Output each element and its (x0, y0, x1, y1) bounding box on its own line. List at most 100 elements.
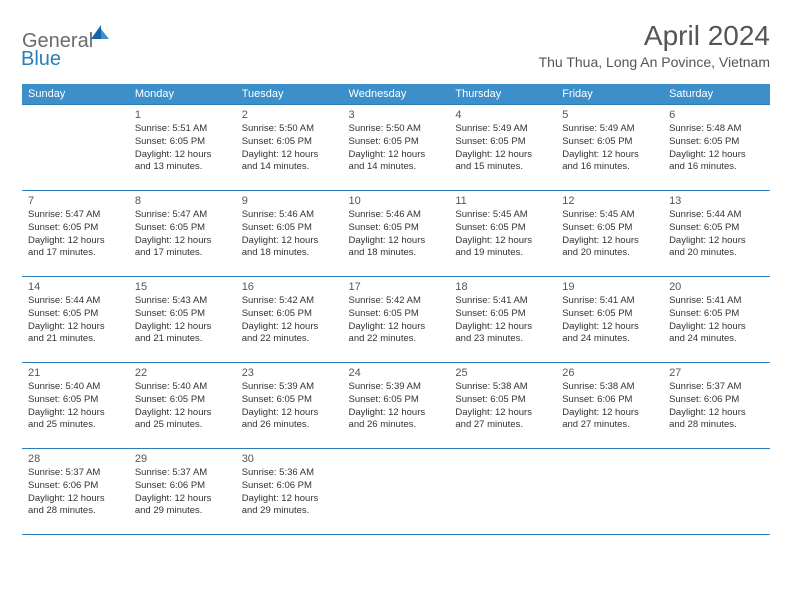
day-info: Sunrise: 5:43 AMSunset: 6:05 PMDaylight:… (135, 295, 230, 346)
day-cell: 17 Sunrise: 5:42 AMSunset: 6:05 PMDayligh… (343, 277, 450, 363)
day-number: 24 (349, 367, 444, 379)
day-info: Sunrise: 5:50 AMSunset: 6:05 PMDaylight:… (242, 123, 337, 174)
day-info: Sunrise: 5:47 AMSunset: 6:05 PMDaylight:… (135, 209, 230, 260)
day-cell: 30 Sunrise: 5:36 AMSunset: 6:06 PMDayligh… (236, 449, 343, 535)
day-number: 29 (135, 453, 230, 465)
week-row: 14 Sunrise: 5:44 AMSunset: 6:05 PMDayligh… (22, 277, 770, 363)
day-number: 25 (455, 367, 550, 379)
day-number: 27 (669, 367, 764, 379)
weekday-header: Sunday (22, 84, 129, 105)
day-cell: 23 Sunrise: 5:39 AMSunset: 6:05 PMDayligh… (236, 363, 343, 449)
week-row: 28 Sunrise: 5:37 AMSunset: 6:06 PMDayligh… (22, 449, 770, 535)
location: Thu Thua, Long An Povince, Vietnam (539, 54, 770, 70)
day-info: Sunrise: 5:38 AMSunset: 6:06 PMDaylight:… (562, 381, 657, 432)
day-info: Sunrise: 5:42 AMSunset: 6:05 PMDaylight:… (349, 295, 444, 346)
day-number: 21 (28, 367, 123, 379)
day-number: 12 (562, 195, 657, 207)
week-row: 7 Sunrise: 5:47 AMSunset: 6:05 PMDaylight… (22, 191, 770, 277)
day-cell: 3 Sunrise: 5:50 AMSunset: 6:05 PMDaylight… (343, 105, 450, 191)
day-cell: 24 Sunrise: 5:39 AMSunset: 6:05 PMDayligh… (343, 363, 450, 449)
day-number: 19 (562, 281, 657, 293)
day-info: Sunrise: 5:40 AMSunset: 6:05 PMDaylight:… (135, 381, 230, 432)
day-info: Sunrise: 5:37 AMSunset: 6:06 PMDaylight:… (135, 467, 230, 518)
day-info: Sunrise: 5:45 AMSunset: 6:05 PMDaylight:… (562, 209, 657, 260)
day-info: Sunrise: 5:44 AMSunset: 6:05 PMDaylight:… (669, 209, 764, 260)
day-cell: 29 Sunrise: 5:37 AMSunset: 6:06 PMDayligh… (129, 449, 236, 535)
day-cell (343, 449, 450, 535)
day-cell: 22 Sunrise: 5:40 AMSunset: 6:05 PMDayligh… (129, 363, 236, 449)
weekday-header: Tuesday (236, 84, 343, 105)
day-info: Sunrise: 5:46 AMSunset: 6:05 PMDaylight:… (242, 209, 337, 260)
day-number: 15 (135, 281, 230, 293)
day-info: Sunrise: 5:37 AMSunset: 6:06 PMDaylight:… (28, 467, 123, 518)
day-cell: 8 Sunrise: 5:47 AMSunset: 6:05 PMDaylight… (129, 191, 236, 277)
day-cell: 28 Sunrise: 5:37 AMSunset: 6:06 PMDayligh… (22, 449, 129, 535)
day-cell: 5Sunrise: 5:49 AMSunset: 6:05 PMDaylight… (556, 105, 663, 191)
weekday-header-row: Sunday Monday Tuesday Wednesday Thursday… (22, 84, 770, 105)
day-cell: 1Sunrise: 5:51 AMSunset: 6:05 PMDaylight… (129, 105, 236, 191)
day-info: Sunrise: 5:37 AMSunset: 6:06 PMDaylight:… (669, 381, 764, 432)
day-cell: 12 Sunrise: 5:45 AMSunset: 6:05 PMDayligh… (556, 191, 663, 277)
weekday-header: Monday (129, 84, 236, 105)
day-info: Sunrise: 5:46 AMSunset: 6:05 PMDaylight:… (349, 209, 444, 260)
day-info: Sunrise: 5:45 AMSunset: 6:05 PMDaylight:… (455, 209, 550, 260)
day-number: 11 (455, 195, 550, 207)
day-info: Sunrise: 5:44 AMSunset: 6:05 PMDaylight:… (28, 295, 123, 346)
day-number: 3 (349, 109, 444, 121)
day-info: Sunrise: 5:42 AMSunset: 6:05 PMDaylight:… (242, 295, 337, 346)
day-cell: 6Sunrise: 5:48 AMSunset: 6:05 PMDaylight… (663, 105, 770, 191)
day-info: Sunrise: 5:47 AMSunset: 6:05 PMDaylight:… (28, 209, 123, 260)
day-number: 23 (242, 367, 337, 379)
day-info: Sunrise: 5:40 AMSunset: 6:05 PMDaylight:… (28, 381, 123, 432)
day-cell (663, 449, 770, 535)
day-cell: 19 Sunrise: 5:41 AMSunset: 6:05 PMDayligh… (556, 277, 663, 363)
day-cell: 18Sunrise: 5:41 AMSunset: 6:05 PMDayligh… (449, 277, 556, 363)
day-number: 22 (135, 367, 230, 379)
day-number: 10 (349, 195, 444, 207)
day-cell: 27 Sunrise: 5:37 AMSunset: 6:06 PMDayligh… (663, 363, 770, 449)
day-info: Sunrise: 5:39 AMSunset: 6:05 PMDaylight:… (349, 381, 444, 432)
day-cell: 2 Sunrise: 5:50 AMSunset: 6:05 PMDaylight… (236, 105, 343, 191)
weekday-header: Wednesday (343, 84, 450, 105)
day-cell: 7 Sunrise: 5:47 AMSunset: 6:05 PMDaylight… (22, 191, 129, 277)
day-info: Sunrise: 5:39 AMSunset: 6:05 PMDaylight:… (242, 381, 337, 432)
day-number: 13 (669, 195, 764, 207)
day-cell: 10 Sunrise: 5:46 AMSunset: 6:05 PMDayligh… (343, 191, 450, 277)
day-cell: 20 Sunrise: 5:41 AMSunset: 6:05 PMDayligh… (663, 277, 770, 363)
day-info: Sunrise: 5:41 AMSunset: 6:05 PMDaylight:… (562, 295, 657, 346)
day-number: 2 (242, 109, 337, 121)
day-number: 26 (562, 367, 657, 379)
day-cell: 14 Sunrise: 5:44 AMSunset: 6:05 PMDayligh… (22, 277, 129, 363)
weekday-header: Saturday (663, 84, 770, 105)
day-info: Sunrise: 5:41 AMSunset: 6:05 PMDaylight:… (669, 295, 764, 346)
day-number: 8 (135, 195, 230, 207)
day-cell: 15 Sunrise: 5:43 AMSunset: 6:05 PMDayligh… (129, 277, 236, 363)
day-cell: 16 Sunrise: 5:42 AMSunset: 6:05 PMDayligh… (236, 277, 343, 363)
weekday-header: Thursday (449, 84, 556, 105)
day-cell: 9 Sunrise: 5:46 AMSunset: 6:05 PMDaylight… (236, 191, 343, 277)
day-number: 16 (242, 281, 337, 293)
day-number: 30 (242, 453, 337, 465)
day-number: 1 (135, 109, 230, 121)
day-number: 5 (562, 109, 657, 121)
day-cell: 4Sunrise: 5:49 AMSunset: 6:05 PMDaylight… (449, 105, 556, 191)
day-info: Sunrise: 5:36 AMSunset: 6:06 PMDaylight:… (242, 467, 337, 518)
day-number: 20 (669, 281, 764, 293)
header: General April 2024 Thu Thua, Long An Pov… (22, 20, 770, 70)
day-number: 14 (28, 281, 123, 293)
week-row: 1Sunrise: 5:51 AMSunset: 6:05 PMDaylight… (22, 105, 770, 191)
day-number: 6 (669, 109, 764, 121)
day-number: 18 (455, 281, 550, 293)
day-info: Sunrise: 5:50 AMSunset: 6:05 PMDaylight:… (349, 123, 444, 174)
day-number: 17 (349, 281, 444, 293)
day-cell: 13 Sunrise: 5:44 AMSunset: 6:05 PMDayligh… (663, 191, 770, 277)
day-number: 4 (455, 109, 550, 121)
calendar-table: Sunday Monday Tuesday Wednesday Thursday… (22, 84, 770, 535)
day-number: 9 (242, 195, 337, 207)
day-number: 28 (28, 453, 123, 465)
day-cell (556, 449, 663, 535)
weekday-header: Friday (556, 84, 663, 105)
day-number: 7 (28, 195, 123, 207)
logo-text-blue: Blue (21, 48, 61, 71)
page-title: April 2024 (539, 20, 770, 52)
